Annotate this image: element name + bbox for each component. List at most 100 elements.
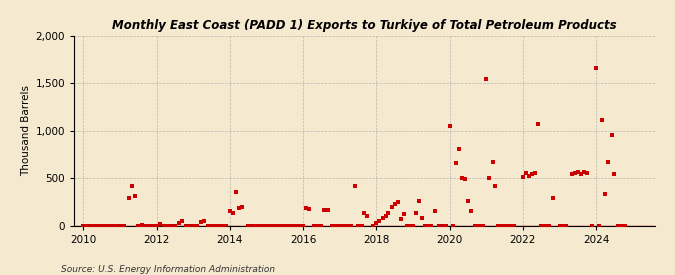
Point (530, 171, 541, 175)
Point (396, 217, 406, 221)
Point (300, 206, 311, 211)
Y-axis label: Thousand Barrels: Thousand Barrels (22, 85, 32, 176)
Point (169, 223, 180, 228)
Point (346, 223, 356, 228)
Point (327, 223, 338, 228)
Point (603, 160, 614, 164)
Point (294, 223, 305, 228)
Point (408, 223, 418, 228)
Point (578, 170, 589, 174)
Point (257, 223, 268, 228)
Point (600, 192, 611, 196)
Point (92, 223, 103, 228)
Text: Source: U.S. Energy Information Administration: Source: U.S. Energy Information Administ… (61, 265, 275, 274)
Point (261, 223, 272, 228)
Point (402, 223, 412, 228)
Point (130, 194, 141, 198)
Point (221, 223, 232, 228)
Point (416, 216, 427, 220)
Point (319, 208, 330, 212)
Point (533, 122, 543, 126)
Point (548, 196, 559, 201)
Point (298, 223, 308, 228)
Point (506, 223, 516, 228)
Point (383, 211, 394, 215)
Point (470, 223, 481, 228)
Point (508, 223, 519, 228)
Point (450, 161, 461, 165)
Point (462, 199, 473, 203)
Point (136, 222, 147, 227)
Point (539, 223, 550, 228)
Point (460, 177, 470, 181)
Point (82, 223, 92, 228)
Point (356, 223, 367, 228)
Point (118, 223, 129, 228)
Point (97, 223, 107, 228)
Point (304, 207, 315, 211)
Point (353, 223, 364, 228)
Point (414, 199, 425, 203)
Point (423, 223, 434, 228)
Point (234, 206, 244, 211)
Point (367, 223, 378, 228)
Point (269, 223, 279, 228)
Point (206, 223, 217, 228)
Point (554, 223, 565, 228)
Point (227, 211, 238, 215)
Point (362, 214, 373, 218)
Point (279, 223, 290, 228)
Point (243, 223, 254, 228)
Point (180, 223, 191, 228)
Point (433, 223, 444, 228)
Point (195, 220, 206, 224)
Point (250, 223, 261, 228)
Point (392, 200, 403, 204)
Point (148, 223, 159, 228)
Point (272, 223, 283, 228)
Point (500, 223, 510, 228)
Point (78, 223, 89, 228)
Point (192, 223, 202, 228)
Point (225, 209, 236, 213)
Point (290, 223, 301, 228)
Point (566, 172, 577, 177)
Point (133, 223, 144, 228)
Point (283, 223, 294, 228)
Point (199, 219, 210, 223)
Point (477, 223, 488, 228)
Point (313, 223, 323, 228)
Point (587, 223, 598, 228)
Point (594, 223, 605, 228)
Point (481, 77, 491, 82)
Point (426, 223, 437, 228)
Point (474, 223, 485, 228)
Point (276, 223, 287, 228)
Point (560, 223, 571, 228)
Point (151, 223, 162, 228)
Point (524, 174, 535, 178)
Point (140, 223, 151, 228)
Point (502, 223, 513, 228)
Point (359, 211, 370, 215)
Point (490, 183, 501, 188)
Point (316, 223, 327, 228)
Point (287, 223, 298, 228)
Point (572, 170, 583, 174)
Point (609, 172, 620, 177)
Point (437, 223, 448, 228)
Point (377, 216, 388, 220)
Point (518, 175, 529, 179)
Point (334, 223, 345, 228)
Point (404, 223, 414, 228)
Point (115, 223, 126, 228)
Point (166, 223, 177, 228)
Point (254, 223, 265, 228)
Point (173, 221, 184, 225)
Point (620, 223, 631, 228)
Point (342, 223, 352, 228)
Point (89, 223, 100, 228)
Point (111, 223, 122, 228)
Point (466, 209, 477, 213)
Point (616, 223, 627, 228)
